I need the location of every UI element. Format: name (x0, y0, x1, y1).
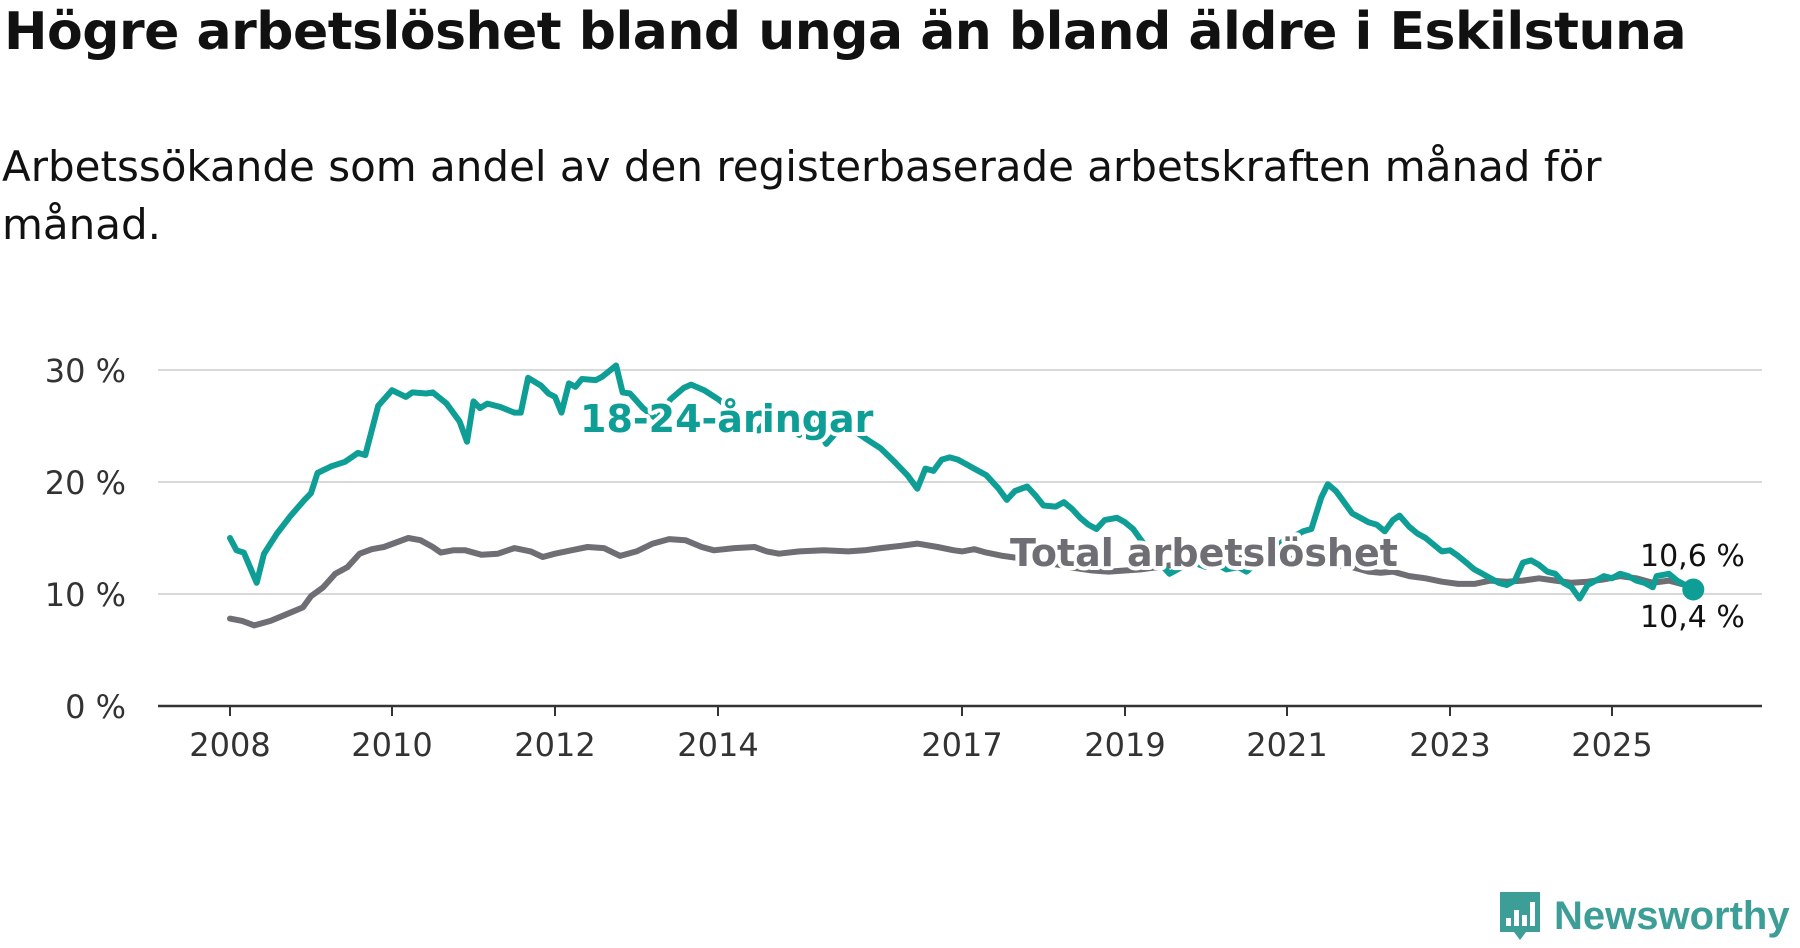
series-labels: 18-24-åringar Total arbetslöshet 10,6 % 10,… (576, 393, 1749, 639)
gridlines (158, 369, 1762, 595)
end-label-total: 10,6 % (1640, 539, 1745, 574)
x-tick-label: 2010 (351, 726, 432, 764)
end-label-youth: 10,4 % (1640, 600, 1745, 635)
y-tick-label: 10 % (45, 576, 126, 614)
chart-title: Högre arbetslöshet bland unga än bland ä… (4, 2, 1687, 62)
y-tick-label: 0 % (65, 688, 126, 726)
x-tick-label: 2025 (1571, 726, 1652, 764)
y-tick-label: 30 % (45, 352, 126, 390)
brand-name: Newsworthy (1554, 893, 1790, 938)
brand: Newsworthy (1496, 888, 1790, 944)
newsworthy-logo-icon (1500, 892, 1540, 940)
x-axis: 2008 2010 2012 2014 2017 2019 2021 2023 2025 (158, 704, 1762, 764)
series-label-total: Total arbetslöshet (1010, 531, 1398, 575)
y-axis-ticks: 0 % 10 % 20 % 30 % (45, 352, 126, 726)
youth-end-point (1682, 578, 1705, 601)
x-tick-label: 2019 (1084, 726, 1165, 764)
series-line-youth (227, 362, 1697, 602)
y-tick-label: 20 % (45, 464, 126, 502)
x-tick-label: 2017 (921, 726, 1002, 764)
series-lines (227, 362, 1705, 629)
x-tick-label: 2023 (1409, 726, 1490, 764)
x-tick-label: 2021 (1246, 726, 1327, 764)
x-tick-label: 2012 (514, 726, 595, 764)
x-tick-label: 2014 (677, 726, 758, 764)
series-line-total (227, 535, 1697, 629)
series-label-youth: 18-24-åringar (580, 397, 874, 441)
x-tick-label: 2008 (189, 726, 270, 764)
chart-subtitle: Arbetssökande som andel av den registerb… (2, 142, 1602, 249)
